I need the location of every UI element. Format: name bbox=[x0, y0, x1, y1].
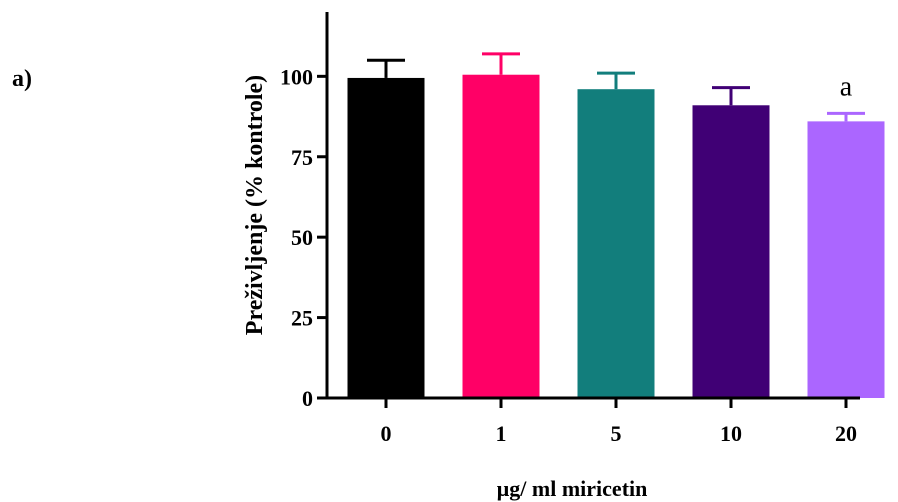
annotations-group: a bbox=[840, 71, 853, 102]
x-tick-label: 20 bbox=[835, 421, 857, 446]
x-tick-label: 5 bbox=[611, 421, 622, 446]
y-tick-label: 100 bbox=[280, 64, 313, 89]
x-tick-label: 1 bbox=[496, 421, 507, 446]
bar-5 bbox=[578, 89, 655, 398]
x-ticks-group: 0 1 5 10 20 bbox=[381, 398, 858, 446]
significance-annotation: a bbox=[840, 71, 853, 102]
bar-20 bbox=[808, 121, 885, 398]
y-tick-label: 75 bbox=[291, 145, 313, 170]
y-tick-label: 50 bbox=[291, 225, 313, 250]
y-ticks-group: 0 25 50 75 100 bbox=[280, 64, 327, 411]
x-axis-label: µg/ ml miricetin bbox=[497, 476, 648, 501]
bar-0 bbox=[348, 78, 425, 398]
bars-group bbox=[348, 75, 885, 398]
x-tick-label: 0 bbox=[381, 421, 392, 446]
y-tick-label: 0 bbox=[302, 386, 313, 411]
bar-10 bbox=[693, 105, 770, 398]
x-tick-label: 10 bbox=[720, 421, 742, 446]
y-tick-label: 25 bbox=[291, 306, 313, 331]
bar-1 bbox=[463, 75, 540, 398]
y-axis-label: Preživljenje (% kontrole) bbox=[242, 75, 268, 335]
